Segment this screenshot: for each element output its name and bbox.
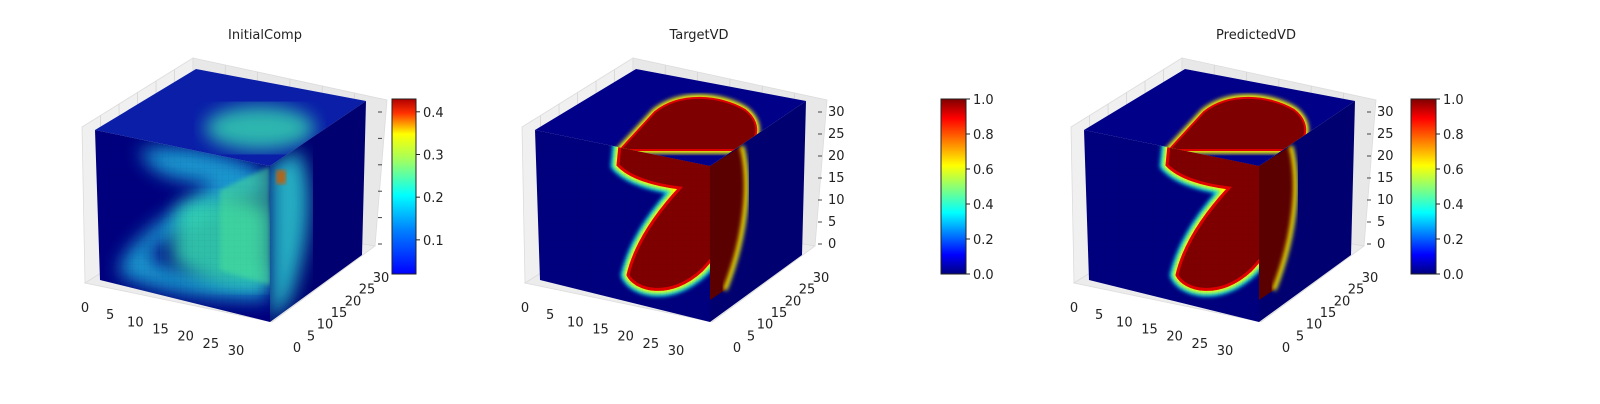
y-tick-label: 5	[307, 329, 315, 344]
colorbar-tick-label: 0.0	[1443, 268, 1464, 283]
x-tick-label: 10	[567, 315, 584, 330]
z-tick-label: 15	[828, 171, 845, 186]
y-tick-label: 0	[293, 341, 301, 356]
x-tick-label: 0	[521, 301, 529, 316]
z-tick-label: 10	[1377, 193, 1394, 208]
density-side	[1259, 145, 1298, 300]
y-tick-label: 15	[331, 306, 348, 321]
colorbar-tick-label: 0.8	[973, 128, 994, 143]
x-tick-label: 30	[1217, 344, 1234, 359]
x-tick-label: 15	[152, 323, 169, 338]
x-tick-label: 20	[1166, 330, 1183, 345]
x-tick-label: 5	[1095, 308, 1103, 323]
y-tick-label: 25	[1348, 283, 1365, 298]
colorbar-tick-label: 0.2	[1443, 233, 1464, 248]
x-tick-label: 10	[1116, 315, 1133, 330]
z-tick-label: 15	[1377, 171, 1394, 186]
y-tick-label: 5	[747, 329, 755, 344]
y-tick-label: 15	[771, 306, 788, 321]
density-corner	[220, 166, 270, 285]
y-tick-label: 10	[757, 318, 774, 333]
colorbar-tick-label: 0.2	[423, 191, 444, 206]
y-tick-label: 25	[359, 283, 376, 298]
x-tick-label: 5	[106, 308, 114, 323]
x-tick-label: 5	[546, 308, 554, 323]
density-top	[205, 106, 315, 150]
colorbar-tick-label: 0.2	[973, 233, 994, 248]
z-tick-label: 10	[828, 193, 845, 208]
x-tick-label: 10	[127, 315, 144, 330]
colorbar	[940, 98, 967, 275]
density-side	[710, 145, 749, 300]
x-tick-label: 25	[1192, 337, 1209, 352]
chart-title: PredictedVD	[1216, 28, 1296, 43]
x-tick-label: 30	[668, 344, 685, 359]
z-tick-label: 0	[1377, 237, 1385, 252]
y-tick-label: 10	[1306, 318, 1323, 333]
x-tick-label: 15	[1141, 323, 1158, 338]
z-tick-label: 30	[828, 105, 845, 120]
z-tick-label: 25	[1377, 127, 1394, 142]
x-tick-label: 30	[228, 344, 245, 359]
y-tick-label: 0	[1282, 341, 1290, 356]
y-tick-label: 20	[345, 294, 362, 309]
chart-title: TargetVD	[668, 28, 728, 43]
colorbar-tick-label: 0.4	[423, 106, 444, 121]
y-tick-label: 25	[799, 283, 816, 298]
y-tick-label: 15	[1320, 306, 1337, 321]
colorbar-tick-label: 1.0	[973, 93, 994, 108]
y-tick-label: 10	[317, 318, 334, 333]
density-side	[270, 150, 309, 322]
x-tick-label: 15	[592, 323, 609, 338]
colorbar-tick-label: 0.8	[1443, 128, 1464, 143]
y-tick-label: 30	[373, 271, 390, 286]
y-tick-label: 20	[785, 294, 802, 309]
colorbar	[391, 98, 417, 275]
colorbar-tick-label: 0.6	[973, 163, 994, 178]
z-tick-label: 20	[828, 149, 845, 164]
x-tick-label: 25	[643, 337, 660, 352]
colorbar-tick-label: 0.4	[973, 198, 994, 213]
z-tick-label: 0	[828, 237, 836, 252]
colorbar-tick-label: 0.3	[423, 148, 444, 163]
x-tick-label: 25	[203, 337, 220, 352]
z-tick-label: 5	[1377, 215, 1385, 230]
z-tick-label: 25	[828, 127, 845, 142]
z-tick-label: 5	[828, 215, 836, 230]
y-tick-label: 0	[733, 341, 741, 356]
x-tick-label: 20	[177, 330, 194, 345]
x-tick-label: 0	[1070, 301, 1078, 316]
chart-title: InitialComp	[228, 28, 302, 43]
colorbar-tick-label: 0.4	[1443, 198, 1464, 213]
colorbar	[1410, 98, 1437, 275]
colorbar-tick-label: 1.0	[1443, 93, 1464, 108]
x-tick-label: 0	[81, 301, 89, 316]
y-tick-label: 30	[1362, 271, 1379, 286]
density-front	[535, 130, 710, 322]
colorbar-tick-label: 0.1	[423, 234, 444, 249]
z-tick-label: 30	[1377, 105, 1394, 120]
y-tick-label: 5	[1296, 329, 1304, 344]
colorbar-tick-label: 0.0	[973, 268, 994, 283]
y-tick-label: 30	[813, 271, 830, 286]
z-tick-label: 20	[1377, 149, 1394, 164]
y-tick-label: 20	[1334, 294, 1351, 309]
x-tick-label: 20	[617, 330, 634, 345]
colorbar-tick-label: 0.6	[1443, 163, 1464, 178]
